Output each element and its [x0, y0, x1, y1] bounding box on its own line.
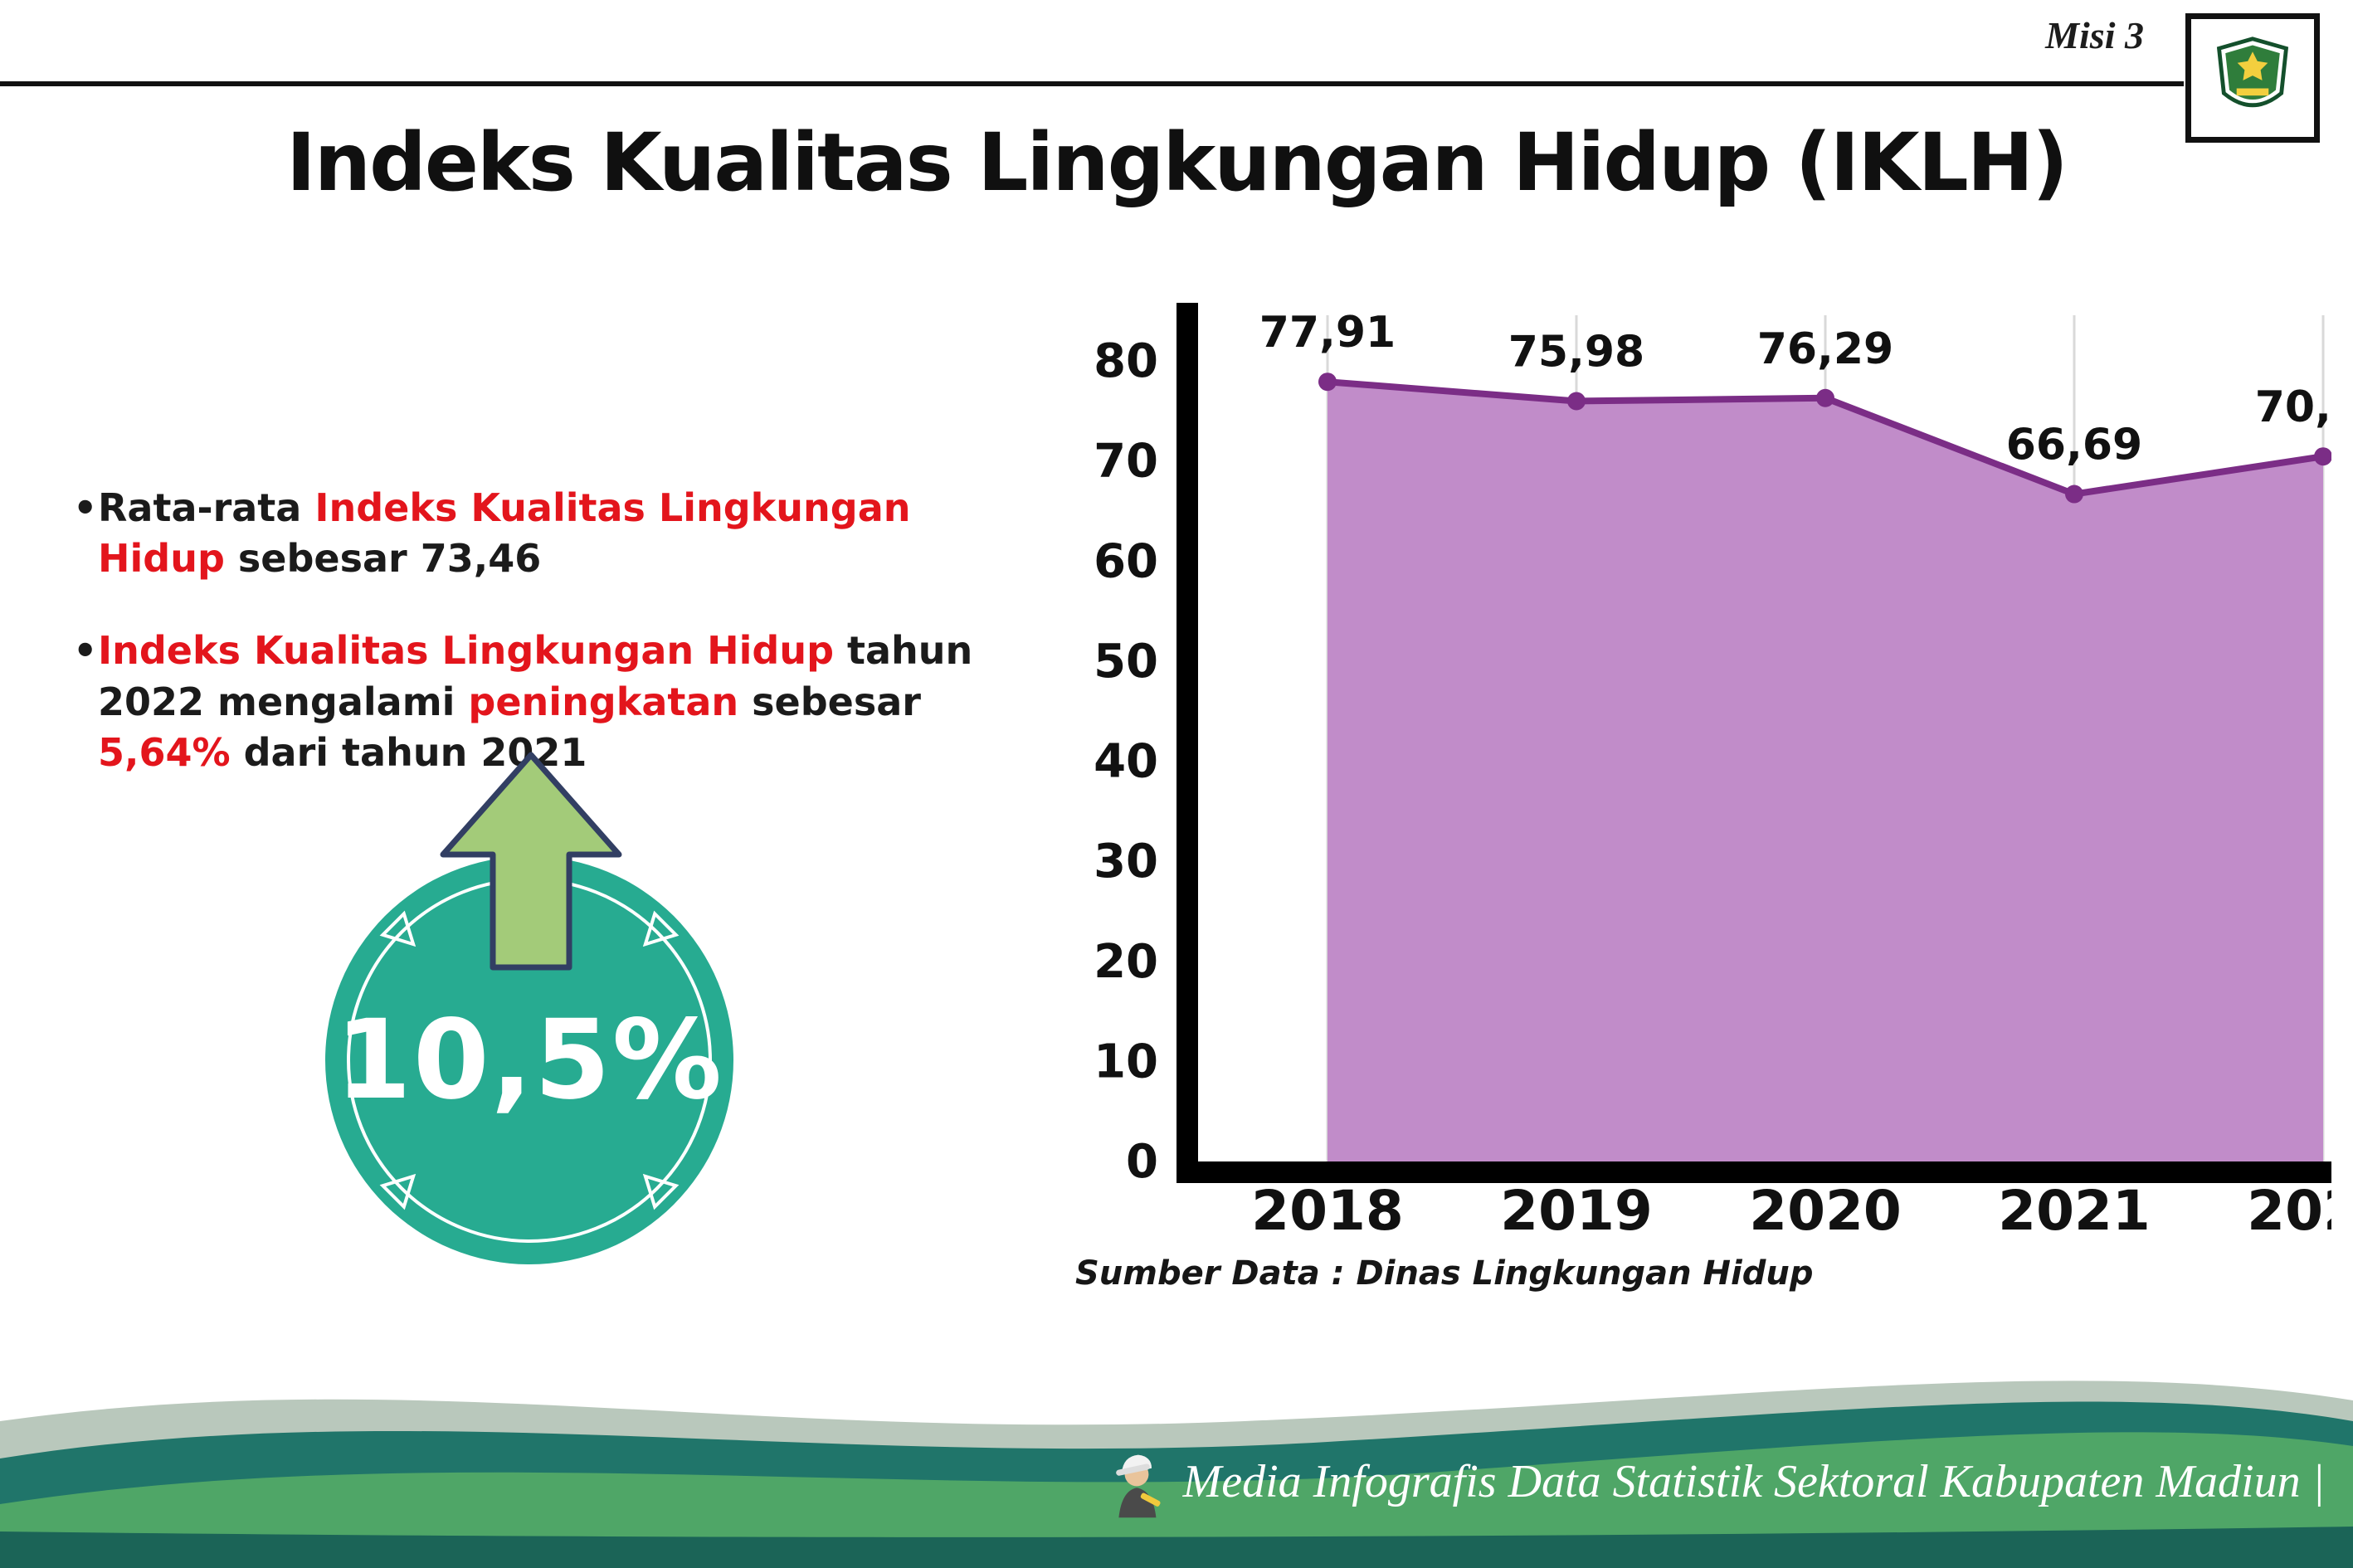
chart-x-tick-label: 2018: [1251, 1179, 1404, 1243]
bullet-list: • Rata-rata Indeks Kualitas Lingkungan Hi…: [73, 483, 977, 820]
chart-value-label: 70,45: [2255, 382, 2331, 432]
chart-value-label: 77,91: [1259, 308, 1396, 358]
chart-y-tick-label: 20: [1094, 935, 1158, 989]
bullet-text: Rata-rata Indeks Kualitas Lingkungan Hid…: [98, 483, 977, 584]
bullet-text-segment: Indeks Kualitas Lingkungan Hidup: [98, 628, 835, 674]
misi-label: Misi 3: [2045, 14, 2144, 56]
chart-y-tick-label: 0: [1126, 1135, 1158, 1189]
chart-y-tick-label: 10: [1094, 1035, 1158, 1088]
chart-y-tick-label: 40: [1094, 735, 1158, 789]
bullet-text-segment: peningkatan: [468, 679, 739, 724]
chart-y-tick-label: 70: [1094, 435, 1158, 489]
iklh-area-chart: 77,91 75,98 76,29 66,69 70,45 0 10 20 30 40 50 60 70…: [1094, 303, 2353, 1243]
bullet-text-segment: sebesar: [738, 679, 921, 724]
chart-x-axis: [1176, 1161, 2331, 1183]
chart-x-tick-label: 2020: [1749, 1179, 1902, 1243]
bullet-glyph: •: [73, 485, 98, 530]
chart-y-tick-label: 80: [1094, 334, 1158, 388]
header-rule: [0, 81, 2184, 86]
bullet-item: • Rata-rata Indeks Kualitas Lingkungan Hi…: [73, 483, 977, 584]
chart-x-tick-label: 2019: [1500, 1179, 1653, 1243]
chart-data-point: [1318, 373, 1337, 392]
kabupaten-madiun-logo: [2185, 13, 2320, 143]
chart-y-tick-label: 30: [1094, 835, 1158, 889]
chart-data-point: [1816, 388, 1834, 407]
chart-area-fill: [1328, 382, 2323, 1161]
badge-triangle-decorations: [379, 910, 680, 1210]
shield-logo-icon: [2216, 37, 2289, 108]
footer-caption: Media Infografis Data Statistik Sektoral…: [1107, 1444, 2325, 1520]
page-title: Indeks Kualitas Lingkungan Hidup (IKLH): [286, 116, 2068, 209]
chart-x-tick-label: 2022: [2247, 1179, 2331, 1243]
chart-x-tick-label: 2021: [1998, 1179, 2151, 1243]
bullet-text: Indeks Kualitas Lingkungan Hidup tahun 2…: [98, 626, 977, 778]
chart-value-label: 76,29: [1757, 324, 1893, 374]
chart-y-tick-label: 60: [1094, 534, 1158, 588]
bullet-text-segment: Indeks Kualitas Lingkungan Hidup: [98, 485, 911, 582]
bullet-text-segment: tahun 2022 mengalami: [98, 628, 973, 724]
up-arrow-icon: [440, 752, 622, 971]
bullet-item: • Indeks Kualitas Lingkungan Hidup tahun …: [73, 626, 977, 778]
increase-badge: 10,5%: [325, 856, 733, 1264]
increase-percentage: 10,5%: [335, 996, 723, 1124]
mascot-writer-icon: [1115, 1454, 1161, 1518]
bullet-text-segment: 5,64%: [98, 729, 231, 775]
footer-wave-decoration: [0, 1381, 2353, 1568]
chart-container: 77,91 75,98 76,29 66,69 70,45 0 10 20 30 40 50 60 70…: [1037, 282, 2353, 1253]
bullet-text-segment: sebesar 73,46: [224, 536, 542, 582]
chart-y-tick-label: 50: [1094, 635, 1158, 689]
data-source-caption: Sumber Data : Dinas Lingkungan Hidup: [1075, 1254, 1814, 1293]
chart-data-point: [2065, 485, 2083, 504]
bullet-text-segment: Rata-rata: [98, 485, 315, 530]
chart-y-axis: [1176, 303, 1198, 1183]
chart-value-label: 66,69: [2006, 421, 2142, 470]
footer-caption-text: Media Infografis Data Statistik Sektoral…: [1182, 1456, 2325, 1507]
chart-value-label: 75,98: [1508, 327, 1644, 377]
chart-data-point: [1567, 392, 1586, 411]
chart-data-point: [2314, 447, 2332, 466]
bullet-glyph: •: [73, 628, 98, 674]
